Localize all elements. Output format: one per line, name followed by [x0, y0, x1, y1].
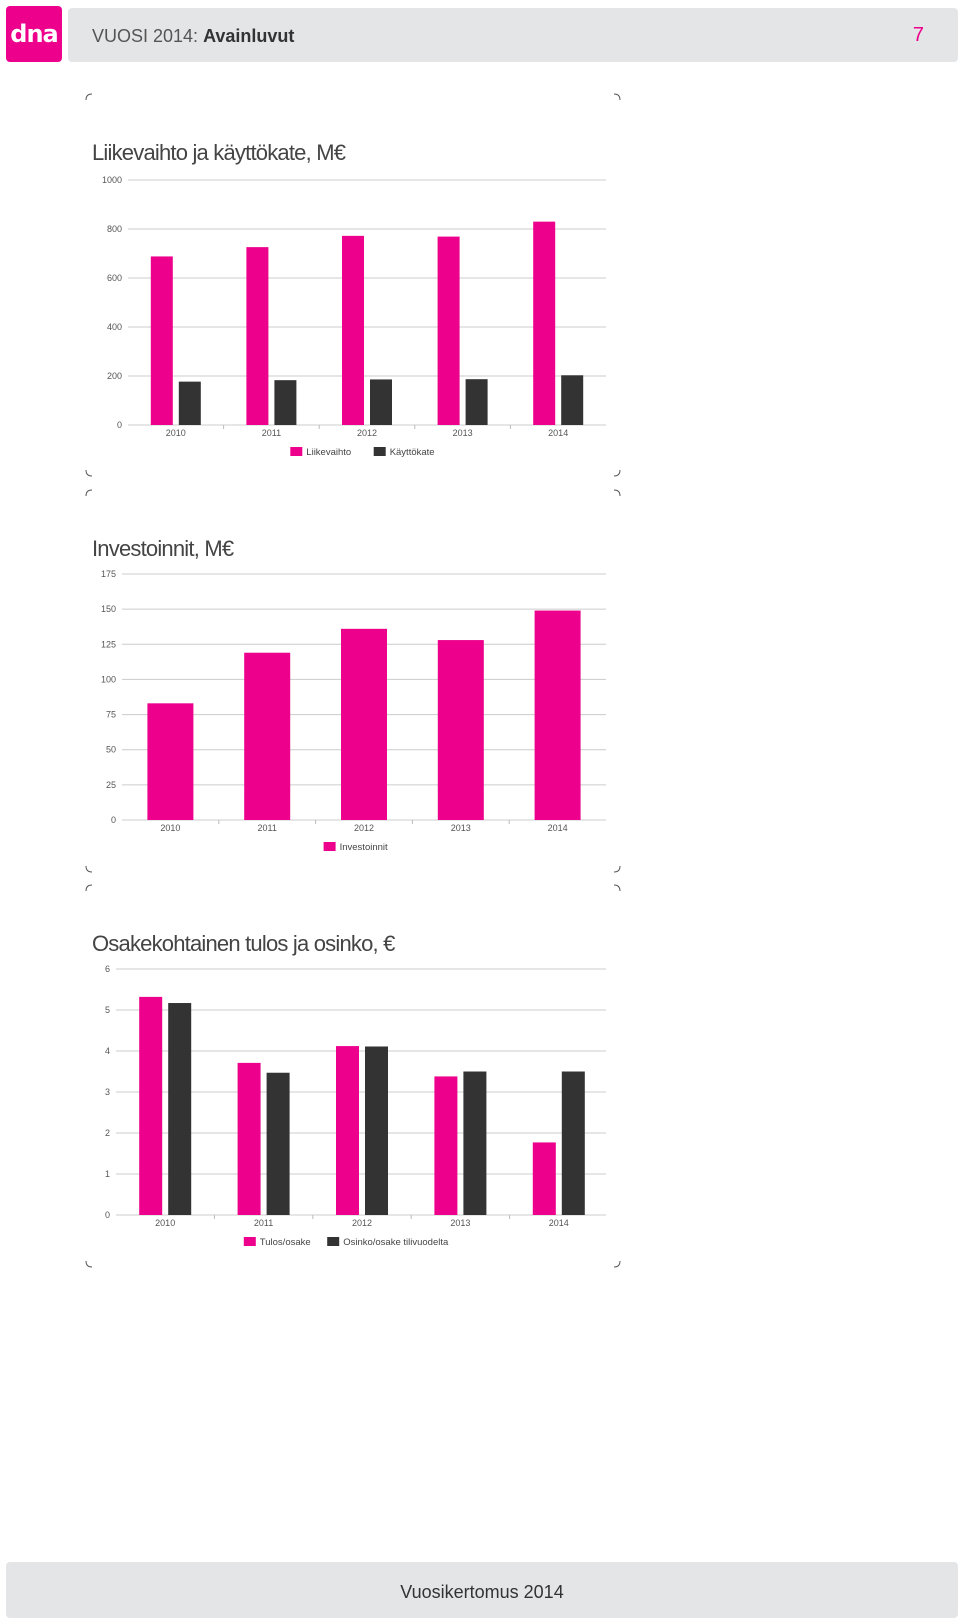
bar	[534, 610, 581, 820]
bar	[178, 381, 201, 425]
bar	[147, 703, 194, 820]
y-tick-label: 0	[117, 420, 122, 430]
legend-label: Osinko/osake tilivuodelta	[343, 1237, 449, 1248]
y-tick-label: 25	[106, 780, 116, 790]
frame-corner	[85, 865, 93, 873]
y-tick-label: 1000	[102, 175, 122, 185]
legend-swatch	[327, 1237, 340, 1246]
x-tick-label: 2010	[166, 428, 186, 438]
legend-label: Investoinnit	[340, 842, 388, 853]
bar	[341, 628, 387, 820]
bar	[365, 1046, 388, 1215]
bar	[463, 1071, 487, 1215]
frame-corner	[613, 884, 621, 892]
bar	[561, 1071, 585, 1215]
legend-label: Tulos/osake	[260, 1237, 311, 1248]
frame-corner	[613, 93, 621, 101]
chart-liikevaihto-kayttokate: Liikevaihto ja käyttökate, M€ 0 200 400 600 8…	[85, 93, 621, 477]
y-tick-label: 150	[101, 604, 116, 614]
x-tick-label: 2013	[453, 428, 473, 438]
x-tick-label: 2010	[160, 823, 180, 833]
y-tick-label: 125	[101, 639, 116, 649]
bar	[434, 1076, 458, 1215]
bar	[533, 221, 556, 425]
legend-swatch	[290, 447, 303, 456]
bar	[274, 380, 297, 425]
frame-corner	[613, 489, 621, 497]
x-tick-label: 2012	[352, 1218, 372, 1228]
frame-corner	[613, 1260, 621, 1268]
frame-corner	[613, 469, 621, 477]
x-tick-label: 2010	[155, 1218, 175, 1228]
y-tick-label: 800	[107, 224, 122, 234]
y-tick-label: 1	[105, 1169, 110, 1179]
x-tick-label: 2012	[357, 428, 377, 438]
title-prefix: VUOSI 2014:	[92, 26, 199, 46]
frame-corner	[85, 469, 93, 477]
x-tick-label: 2012	[354, 823, 374, 833]
dna-logo: dna	[6, 6, 62, 62]
x-tick-label: 2011	[262, 428, 281, 438]
chart-title: Osakekohtainen tulos ja osinko, €	[92, 931, 395, 956]
y-tick-label: 5	[105, 1005, 110, 1015]
y-tick-label: 400	[107, 322, 122, 332]
chart-title: Liikevaihto ja käyttökate, M€	[92, 140, 346, 165]
x-tick-label: 2011	[258, 823, 277, 833]
y-tick-label: 50	[106, 745, 116, 755]
y-tick-label: 3	[105, 1087, 110, 1097]
bar	[246, 247, 269, 425]
bar	[168, 1003, 192, 1215]
y-tick-label: 0	[105, 1210, 110, 1220]
x-tick-label: 2014	[548, 823, 568, 833]
y-tick-label: 2	[105, 1128, 110, 1138]
x-tick-label: 2013	[450, 1218, 470, 1228]
page-title: VUOSI 2014: Avainluvut	[92, 26, 294, 47]
bar	[437, 236, 460, 425]
x-tick-label: 2011	[254, 1218, 273, 1228]
chart-investoinnit: Investoinnit, M€ 0 25 50 75 100 125 150 175 2010 2…	[85, 489, 621, 873]
frame-corner	[613, 865, 621, 873]
bar	[266, 1072, 290, 1215]
bar	[139, 996, 163, 1215]
bar	[336, 1046, 359, 1215]
bar	[561, 375, 584, 425]
bar	[342, 235, 364, 425]
x-tick-label: 2013	[451, 823, 471, 833]
bar	[244, 652, 291, 820]
y-tick-label: 75	[106, 710, 116, 720]
bar	[465, 379, 488, 425]
legend-swatch	[373, 447, 386, 456]
bar	[237, 1062, 261, 1215]
frame-corner	[85, 93, 93, 101]
title-bold: Avainluvut	[203, 26, 295, 46]
footer-text: Vuosikertomus 2014	[400, 1582, 564, 1602]
y-tick-label: 600	[107, 273, 122, 283]
chart-osakekohtainen-tulos-osinko: Osakekohtainen tulos ja osinko, € 0 1 2 3 4 5 6…	[85, 884, 621, 1268]
frame-corner	[85, 1260, 93, 1268]
chart-title: Investoinnit, M€	[92, 536, 234, 561]
y-tick-label: 200	[107, 371, 122, 381]
page-header: VUOSI 2014: Avainluvut 7	[68, 8, 958, 62]
bar	[532, 1142, 556, 1215]
y-tick-label: 6	[105, 964, 110, 974]
y-tick-label: 175	[101, 569, 116, 579]
y-tick-label: 100	[101, 674, 116, 684]
legend-swatch	[323, 842, 336, 851]
bar	[370, 379, 392, 425]
page-footer: Vuosikertomus 2014	[6, 1562, 958, 1618]
bar	[150, 256, 173, 425]
x-tick-label: 2014	[549, 1218, 569, 1228]
frame-corner	[85, 489, 93, 497]
y-tick-label: 0	[111, 815, 116, 825]
x-tick-label: 2014	[548, 428, 568, 438]
y-tick-label: 4	[105, 1046, 110, 1056]
page-number: 7	[912, 24, 924, 46]
logo-text: dna	[10, 20, 58, 48]
legend-label: Liikevaihto	[306, 447, 351, 458]
legend-label: Käyttökate	[390, 447, 435, 458]
bar	[437, 640, 484, 820]
frame-corner	[85, 884, 93, 892]
legend-swatch	[243, 1237, 256, 1246]
